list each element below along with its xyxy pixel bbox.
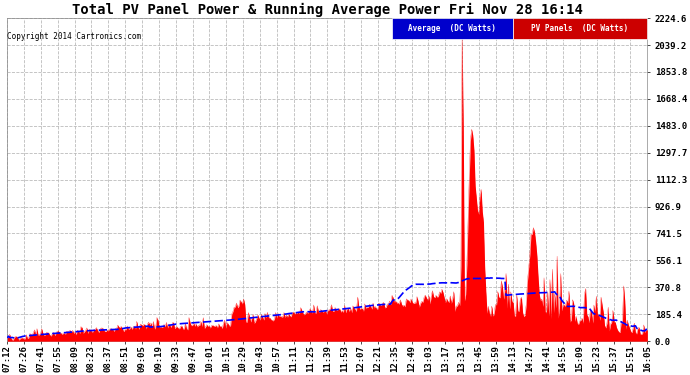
Text: Average  (DC Watts): Average (DC Watts) — [408, 24, 496, 33]
Text: PV Panels  (DC Watts): PV Panels (DC Watts) — [531, 24, 629, 33]
Title: Total PV Panel Power & Running Average Power Fri Nov 28 16:14: Total PV Panel Power & Running Average P… — [72, 3, 583, 17]
Text: Copyright 2014 Cartronics.com: Copyright 2014 Cartronics.com — [7, 32, 141, 41]
